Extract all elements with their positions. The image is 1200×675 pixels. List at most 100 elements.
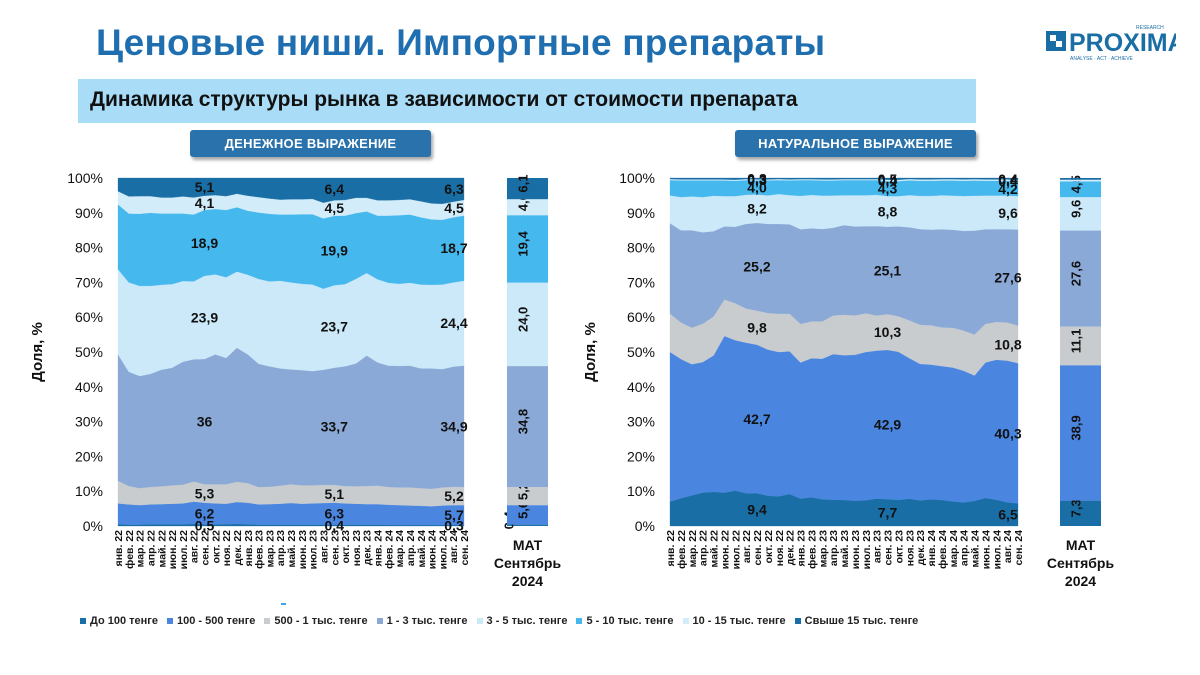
x-tick-label: янв. 23 [243,530,255,567]
mat-bar-label: 6,1 [516,175,531,193]
x-tick-label: фев. 23 [254,530,266,569]
data-label: 7,7 [878,505,898,521]
y-tick-label: 100% [619,170,655,186]
mat-bar-segment [1060,179,1101,182]
area-band-0-4 [117,268,465,377]
logo-text: PROXIMA [1069,29,1176,57]
x-tick-label: июн. 22 [719,530,731,569]
data-label: 0,4 [878,172,898,188]
data-label: 6,3 [444,181,464,197]
data-label: 4,0 [747,179,767,195]
legend-label: 500 - 1 тыс. тенге [274,615,368,627]
legend-label: Свыше 15 тыс. тенге [804,615,919,627]
data-label: 0,5 [878,171,898,187]
x-tick-label: окт. 22 [763,530,775,564]
data-label: 5,2 [444,488,464,504]
mat-bar-segment [1060,230,1101,327]
data-label: 0,3 [444,518,464,534]
area-band-0-5 [117,204,465,289]
x-tick-label: янв. 24 [926,530,938,567]
legend-item: 3 - 5 тыс. тенге [476,615,568,627]
x-tick-label: авг. 23 [872,530,884,563]
legend-label: 5 - 10 тыс. тенге [586,615,674,627]
x-tick-label: апр. 22 [698,530,710,566]
legend-item: 5 - 10 тыс. тенге [576,615,674,627]
legend-swatch [167,618,174,624]
mat-bar-segment [1060,197,1101,231]
data-label: 0,3 [747,172,767,188]
x-tick-label: сен. 24 [459,530,471,566]
data-label: 42,7 [743,411,770,427]
data-label: 42,9 [874,417,901,433]
legend-swatch [576,618,583,624]
x-tick-label: апр. 23 [828,530,840,566]
data-label: 4,5 [325,200,345,216]
logo-small-text: RESEARCH [1136,25,1164,31]
y-tick-label: 50% [75,344,103,360]
data-label: 6,4 [325,181,345,197]
x-tick-label: мар. 24 [394,530,406,568]
x-tick-label: фев. 23 [806,530,818,569]
data-label: 27,6 [994,270,1021,286]
x-tick-label: фев. 24 [383,530,395,569]
x-tick-label: янв. 23 [796,530,808,567]
y-tick-label: 60% [627,309,655,325]
x-tick-label: фев. 24 [937,530,949,569]
legend-item: Свыше 15 тыс. тенге [794,615,919,627]
x-tick-label: май. 23 [286,530,298,568]
data-label: 19,9 [321,243,348,259]
data-label: 0,3 [747,171,767,187]
x-tick-label: ноя. 23 [904,530,916,566]
mat-category-label: Сентябрь [1047,555,1115,571]
y-tick-label: 40% [627,379,655,395]
y-tick-label: 20% [627,448,655,464]
data-label: 9,4 [747,502,767,518]
x-tick-label: сен. 22 [752,530,764,566]
y-tick-label: 70% [75,274,103,290]
y-axis-label: Доля, % [582,322,599,382]
x-tick-label: июл. 24 [437,530,449,570]
y-tick-label: 90% [75,205,103,221]
x-tick-label: дек. 22 [785,530,797,565]
mat-bar-label: 5,6 [516,501,531,519]
legend-item: 100 - 500 тенге [167,615,255,627]
data-label: 9,8 [747,320,767,336]
data-label: 18,9 [191,235,218,251]
x-tick-label: июл. 22 [178,530,190,570]
subtitle: Динамика структуры рынка в зависимости о… [90,88,798,111]
mat-bar-label: 38,9 [1069,415,1084,440]
data-label: 25,2 [743,259,770,275]
data-label: 5,3 [195,485,215,501]
y-tick-label: 50% [627,344,655,360]
x-tick-label: авг. 24 [448,530,460,563]
mat-bar-segment [1060,181,1101,198]
x-tick-label: янв. 24 [373,530,385,567]
data-label: 0,5 [195,518,215,534]
mat-category-label: 2024 [512,573,543,589]
data-label: 6,3 [325,506,345,522]
mat-bar-segment [507,487,548,506]
x-tick-label: сен. 23 [883,530,895,566]
legend-swatch [794,618,801,624]
legend-label: 3 - 5 тыс. тенге [486,615,568,627]
x-tick-label: окт. 22 [210,530,222,564]
x-tick-label: фев. 22 [676,530,688,569]
area-band-2-7 [669,177,1019,181]
x-tick-label: окт. 23 [340,530,352,564]
decorative-dash [281,603,286,605]
x-tick-label: янв. 22 [113,530,125,567]
x-tick-label: июл. 24 [991,530,1003,570]
y-tick-label: 0% [83,518,103,534]
mat-bar-label: 34,8 [516,409,531,434]
y-tick-label: 100% [67,170,103,186]
mat-bar-segment [1060,500,1101,526]
data-label: 4,1 [195,195,215,211]
data-label: 8,8 [878,203,898,219]
data-label: 6,2 [195,505,215,521]
x-tick-label: ноя. 23 [351,530,363,566]
y-tick-label: 60% [75,309,103,325]
legend-label: 10 - 15 тыс. тенге [692,615,786,627]
x-tick-label: мар. 22 [687,530,699,568]
x-tick-label: авг. 23 [318,530,330,563]
data-label: 23,9 [191,309,218,325]
